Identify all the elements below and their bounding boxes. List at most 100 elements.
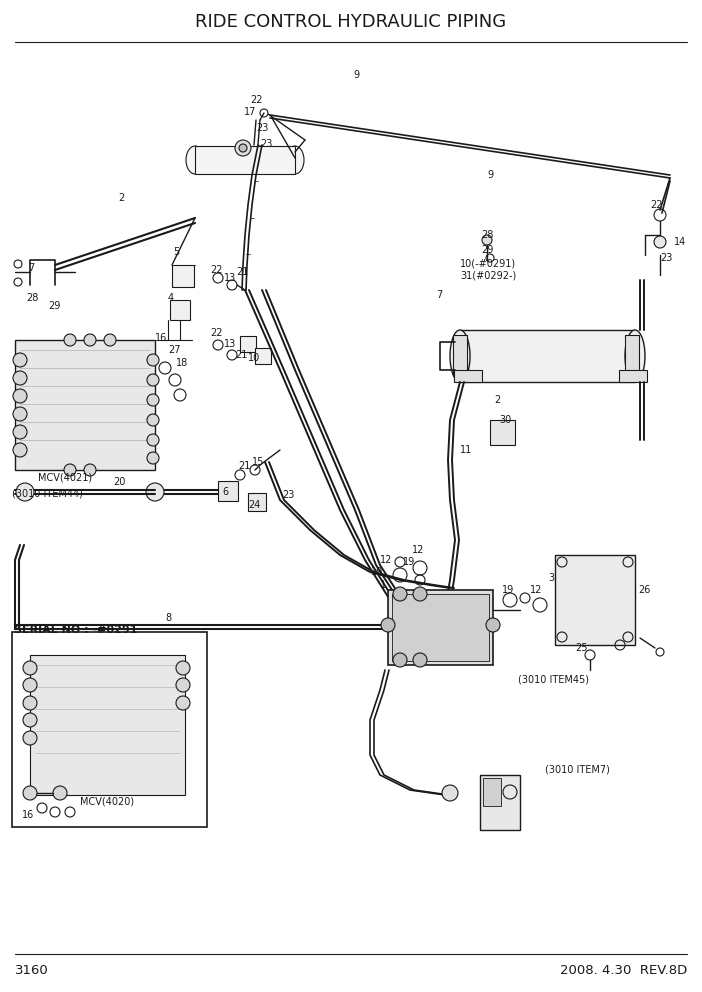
Circle shape (53, 786, 67, 800)
Text: 12: 12 (530, 585, 543, 595)
Text: (3010 ITEM44): (3010 ITEM44) (12, 488, 83, 498)
Text: 2008. 4.30  REV.8D: 2008. 4.30 REV.8D (559, 963, 687, 976)
Text: 13: 13 (224, 339, 237, 349)
Text: 14: 14 (674, 237, 687, 247)
Text: 27: 27 (168, 345, 180, 355)
Bar (453, 335, 467, 375)
Text: 21: 21 (236, 267, 249, 277)
Circle shape (147, 394, 159, 406)
Text: 28: 28 (481, 230, 494, 240)
Text: 21: 21 (238, 461, 251, 471)
Text: 6: 6 (222, 487, 228, 497)
Circle shape (64, 334, 76, 346)
Text: SERIAL NO : -#0291: SERIAL NO : -#0291 (14, 625, 138, 635)
Circle shape (13, 425, 27, 439)
Text: 7: 7 (436, 290, 442, 300)
Text: 15: 15 (252, 457, 265, 467)
Text: 11: 11 (460, 445, 472, 455)
Circle shape (13, 371, 27, 385)
Circle shape (147, 374, 159, 386)
Circle shape (16, 483, 34, 501)
Text: 23: 23 (282, 490, 294, 500)
Circle shape (13, 389, 27, 403)
Text: 21: 21 (235, 350, 247, 360)
Circle shape (654, 236, 666, 248)
Circle shape (23, 786, 37, 800)
Bar (460, 330, 635, 382)
Circle shape (23, 713, 37, 727)
Bar (480, 775, 520, 830)
Circle shape (23, 696, 37, 710)
Text: 20: 20 (113, 477, 126, 487)
Text: 23: 23 (660, 253, 673, 263)
Bar (12, 632, 207, 827)
Bar (15, 340, 155, 470)
Circle shape (442, 785, 458, 801)
Text: 3: 3 (548, 573, 554, 583)
Text: RIDE CONTROL HYDRAULIC PIPING: RIDE CONTROL HYDRAULIC PIPING (195, 13, 507, 31)
Circle shape (413, 587, 427, 601)
Text: (3010 ITEM7): (3010 ITEM7) (545, 765, 610, 775)
Circle shape (482, 235, 492, 245)
Text: 12: 12 (412, 545, 425, 555)
Circle shape (413, 653, 427, 667)
Bar (240, 336, 256, 352)
Circle shape (146, 483, 164, 501)
Text: 19: 19 (403, 557, 416, 567)
Text: MCV(4020): MCV(4020) (80, 797, 134, 807)
Text: 8: 8 (165, 613, 171, 623)
Circle shape (486, 618, 500, 632)
Circle shape (64, 464, 76, 476)
Bar (170, 300, 190, 320)
Text: 17: 17 (244, 107, 256, 117)
Text: 5: 5 (173, 247, 179, 257)
Text: 22: 22 (650, 200, 663, 210)
Circle shape (176, 678, 190, 692)
Circle shape (84, 334, 96, 346)
Text: 24: 24 (248, 500, 260, 510)
Circle shape (393, 587, 407, 601)
Text: 19: 19 (502, 585, 515, 595)
Circle shape (13, 443, 27, 457)
Bar (454, 370, 482, 382)
Text: 9: 9 (487, 170, 493, 180)
Text: 22: 22 (250, 95, 263, 105)
Circle shape (147, 414, 159, 426)
Text: 19: 19 (371, 567, 383, 577)
Text: 29: 29 (48, 301, 60, 311)
Circle shape (104, 334, 116, 346)
Ellipse shape (186, 146, 204, 174)
Circle shape (23, 678, 37, 692)
Text: 12: 12 (380, 555, 392, 565)
Ellipse shape (286, 146, 304, 174)
Circle shape (176, 696, 190, 710)
Text: 28: 28 (26, 293, 39, 303)
Bar (490, 420, 515, 445)
Text: 10: 10 (248, 353, 260, 363)
Ellipse shape (625, 330, 645, 382)
Circle shape (84, 464, 96, 476)
Circle shape (147, 434, 159, 446)
Text: 25: 25 (575, 643, 588, 653)
Text: 26: 26 (638, 585, 650, 595)
Text: 9: 9 (353, 70, 359, 80)
Text: 3160: 3160 (15, 963, 48, 976)
Text: 23: 23 (256, 123, 268, 133)
Text: 4: 4 (168, 293, 174, 303)
Text: 13: 13 (224, 273, 237, 283)
Bar (392, 594, 489, 661)
Bar (172, 265, 194, 287)
Bar (30, 655, 185, 795)
Circle shape (147, 452, 159, 464)
Bar (555, 555, 635, 645)
Text: 18: 18 (176, 358, 188, 368)
Bar (248, 493, 266, 511)
Circle shape (147, 354, 159, 366)
Text: 22: 22 (210, 265, 223, 275)
Text: 2: 2 (494, 395, 501, 405)
Text: 22: 22 (210, 328, 223, 338)
Bar (218, 481, 238, 501)
Text: 23: 23 (260, 139, 272, 149)
Text: 16: 16 (22, 810, 34, 820)
Text: 30: 30 (499, 415, 511, 425)
